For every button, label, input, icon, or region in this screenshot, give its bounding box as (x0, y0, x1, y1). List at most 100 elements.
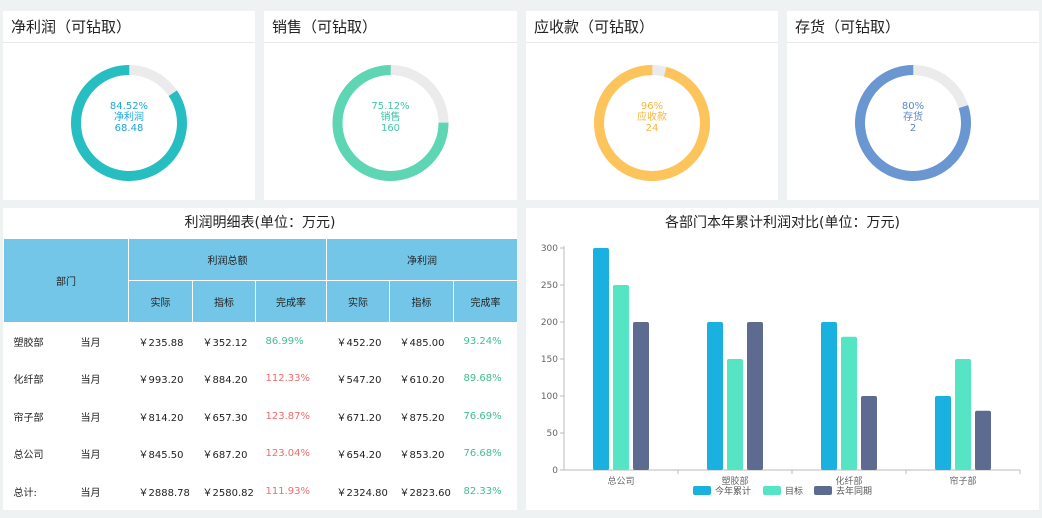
y-tick-label: 250 (541, 281, 558, 291)
cell-total-rate: 111.93% (265, 485, 311, 497)
donut-ring (332, 65, 449, 181)
donut-label: 销售 (380, 112, 401, 123)
cell-total-rate: 112.33% (265, 373, 311, 385)
cell-total-actual: ￥235.88 (138, 338, 184, 349)
legend-label: 今年累计 (715, 487, 752, 497)
header-rate: 完成率 (254, 280, 328, 323)
header-target: 指标 (192, 280, 256, 323)
donut-arc (332, 65, 449, 181)
donut-chart[interactable]: 84.52% 净利润 68.48 (3, 43, 255, 200)
kpi-card-sales[interactable]: 销售（可钻取） 75.12% 销售 160 (264, 11, 517, 200)
cell-net-rate: 76.69% (463, 410, 502, 422)
cell-total-actual: ￥814.20 (138, 412, 184, 424)
donut-value: 2 (909, 123, 917, 134)
cell-period: 当月 (80, 375, 101, 387)
cell-total-rate: 123.04% (265, 448, 311, 460)
cell-dept: 塑胶部 (13, 338, 44, 349)
cell-total-actual: ￥2888.78 (138, 487, 190, 499)
header-total-profit: 利润总额 (127, 238, 328, 281)
cell-total-target: ￥884.20 (202, 375, 248, 387)
donut-label: 应收款 (637, 112, 667, 123)
cell-net-actual: ￥2324.80 (336, 487, 388, 499)
kpi-card-receivables[interactable]: 应收款（可钻取） 96% 应收款 24 (526, 11, 778, 200)
legend-label: 目标 (785, 487, 804, 497)
cell-net-rate: 89.68% (463, 373, 502, 385)
kpi-card-net-profit[interactable]: 净利润（可钻取） 84.52% 净利润 68.48 (3, 11, 255, 200)
x-tick-label: 帘子部 (949, 475, 976, 487)
cell-net-rate: 93.24% (463, 336, 502, 347)
y-tick-label: 300 (541, 244, 558, 254)
y-tick-label: 200 (541, 318, 558, 328)
table-row: 帘子部 当月 ￥814.20 ￥657.30 123.87% ￥671.20 ￥875.20… (4, 398, 518, 436)
cell-net-target: ￥610.20 (399, 375, 445, 387)
donut-chart[interactable]: 96% 应收款 24 (526, 43, 778, 200)
cell-net-actual: ￥452.20 (336, 338, 382, 349)
donut-label: 存货 (903, 112, 923, 123)
bar-current (821, 322, 837, 470)
bar-target (841, 336, 857, 470)
donut-label: 净利润 (114, 112, 144, 123)
x-tick-label: 塑胶部 (721, 475, 748, 487)
donut-ring (594, 65, 710, 181)
y-tick-label: 100 (541, 392, 558, 402)
donut-percent: 80% (901, 101, 925, 112)
cell-period: 当月 (80, 450, 101, 462)
cell-total-rate: 86.99% (265, 336, 304, 347)
cell-net-target: ￥2823.60 (399, 487, 451, 499)
x-tick-label: 化纤部 (835, 475, 862, 487)
cell-total-actual: ￥845.50 (138, 450, 184, 462)
donut-percent: 96% (640, 101, 664, 112)
legend-label: 去年同期 (836, 487, 873, 497)
bar-last-year (975, 410, 991, 470)
profit-table: 部门 利润总额 净利润 实际 指标 完成率 实际 指标 完成率 塑胶部 当月 ￥23… (3, 238, 517, 510)
header-rate: 完成率 (453, 280, 517, 323)
cell-net-target: ￥485.00 (399, 338, 445, 349)
bar-chart-card: 各部门本年累计利润对比(单位：万元) (526, 208, 1039, 510)
donut-percent: 75.12% (371, 101, 410, 112)
cell-dept: 帘子部 (13, 412, 44, 424)
legend-item[interactable]: 去年同期 (814, 484, 872, 497)
cell-dept: 化纤部 (13, 375, 44, 387)
table-row: 化纤部 当月 ￥993.20 ￥884.20 112.33% ￥547.20 ￥610.20… (4, 360, 518, 398)
header-net-profit: 净利润 (326, 238, 517, 281)
header-actual: 实际 (326, 280, 391, 323)
kpi-card-inventory[interactable]: 存货（可钻取） 80% 存货 2 (787, 11, 1039, 200)
kpi-title: 净利润（可钻取） (3, 11, 255, 43)
cell-net-rate: 76.68% (463, 448, 502, 460)
donut-value: 68.48 (114, 123, 144, 134)
donut-arc (71, 65, 187, 181)
cell-period: 当月 (80, 338, 101, 349)
y-tick-label: 50 (547, 429, 559, 439)
bar-chart[interactable]: 0 50 100 150 200 250 300 总公司 塑胶部 化纤部 帘子部 (526, 208, 1039, 510)
profit-table-card: 利润明细表(单位：万元) 部门 利润总额 净利润 实际 指标 完成率 实际 指标… (3, 208, 517, 510)
donut-chart[interactable]: 75.12% 销售 160 (264, 43, 517, 200)
kpi-title: 销售（可钻取） (264, 11, 517, 43)
legend-item[interactable]: 今年累计 (693, 484, 751, 497)
cell-total-target: ￥657.30 (202, 412, 248, 424)
legend-swatch (693, 486, 711, 495)
cell-net-actual: ￥654.20 (336, 450, 382, 462)
cell-total-target: ￥687.20 (202, 450, 248, 462)
bar-last-year (861, 396, 877, 470)
legend-item[interactable]: 目标 (763, 484, 803, 497)
table-row: 总公司 当月 ￥845.50 ￥687.20 123.04% ￥654.20 ￥853.20… (4, 435, 518, 473)
bar-last-year (633, 322, 649, 470)
legend-swatch (763, 486, 781, 495)
bar-target (955, 359, 971, 470)
bar-current (593, 248, 609, 470)
bar-chart-title: 各部门本年累计利润对比(单位：万元) (665, 215, 900, 231)
kpi-title: 应收款（可钻取） (526, 11, 778, 43)
cell-total-rate: 123.87% (265, 410, 311, 422)
cell-total-actual: ￥993.20 (138, 375, 184, 387)
y-tick-label: 0 (552, 466, 558, 476)
donut-chart[interactable]: 80% 存货 2 (787, 43, 1039, 200)
donut-ring (71, 65, 187, 181)
x-tick-label: 总公司 (607, 475, 634, 487)
donut-ring (855, 65, 971, 181)
table-row: 塑胶部 当月 ￥235.88 ￥352.12 86.99% ￥452.20 ￥485.00 9… (4, 323, 518, 361)
donut-value: 24 (645, 123, 659, 134)
bar-target (613, 285, 629, 470)
legend-swatch (814, 486, 832, 495)
donut-percent: 84.52% (109, 101, 149, 112)
cell-net-target: ￥875.20 (399, 412, 445, 424)
